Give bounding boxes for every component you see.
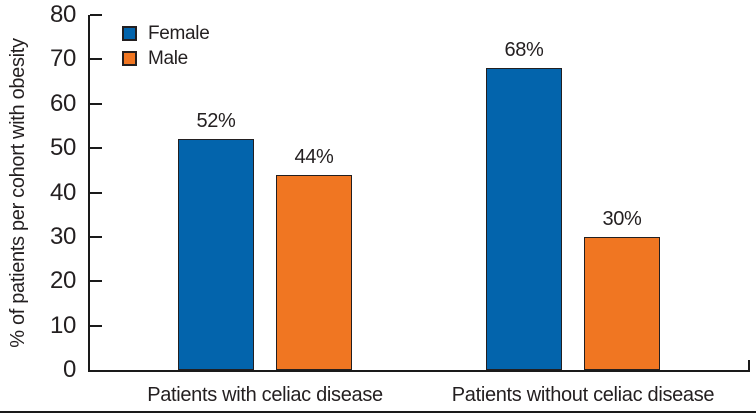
y-tick-mark-60 — [90, 102, 102, 105]
x-axis-line — [88, 370, 750, 372]
bar-value-label-male-group1: 44% — [294, 145, 334, 168]
y-tick-mark-40 — [90, 191, 102, 194]
bottom-rule — [0, 411, 756, 413]
y-tick-label-30: 30 — [49, 222, 76, 250]
bar-male-group1 — [276, 174, 352, 370]
bar-value-label-female-group2: 68% — [504, 39, 544, 62]
y-tick-label-40: 40 — [49, 178, 76, 206]
bar-male-group2 — [584, 236, 660, 370]
bar-female-group1 — [178, 139, 254, 370]
y-tick-label-10: 10 — [49, 311, 76, 339]
y-tick-label-80: 80 — [49, 1, 76, 28]
y-tick-mark-10 — [90, 324, 102, 327]
y-tick-label-0: 0 — [62, 356, 76, 383]
legend-item-male: Male — [122, 46, 209, 71]
y-tick-mark-20 — [90, 280, 102, 283]
y-tick-label-60: 60 — [49, 89, 76, 117]
male-swatch — [122, 51, 137, 66]
y-tick-label-20: 20 — [49, 267, 76, 295]
legend: Female Male — [122, 21, 210, 71]
category-label-with-celiac: Patients with celiac disease — [147, 384, 383, 406]
legend-label-male: Male — [148, 48, 188, 69]
legend-item-female: Female — [122, 21, 210, 46]
bar-female-group2 — [486, 68, 562, 370]
x-axis-end-tick — [748, 360, 750, 370]
y-tick-mark-80 — [90, 14, 102, 16]
y-tick-mark-70 — [90, 58, 102, 61]
y-tick-mark-30 — [90, 235, 102, 238]
y-tick-label-70: 70 — [49, 45, 76, 73]
y-axis-line — [88, 15, 90, 372]
category-label-without-celiac: Patients without celiac disease — [451, 384, 715, 406]
y-tick-label-50: 50 — [49, 134, 76, 162]
y-tick-mark-50 — [90, 147, 102, 150]
bar-value-label-male-group2: 30% — [602, 207, 642, 230]
legend-label-female: Female — [148, 23, 210, 44]
female-swatch — [122, 26, 137, 41]
bar-value-label-female-group1: 52% — [196, 110, 236, 133]
